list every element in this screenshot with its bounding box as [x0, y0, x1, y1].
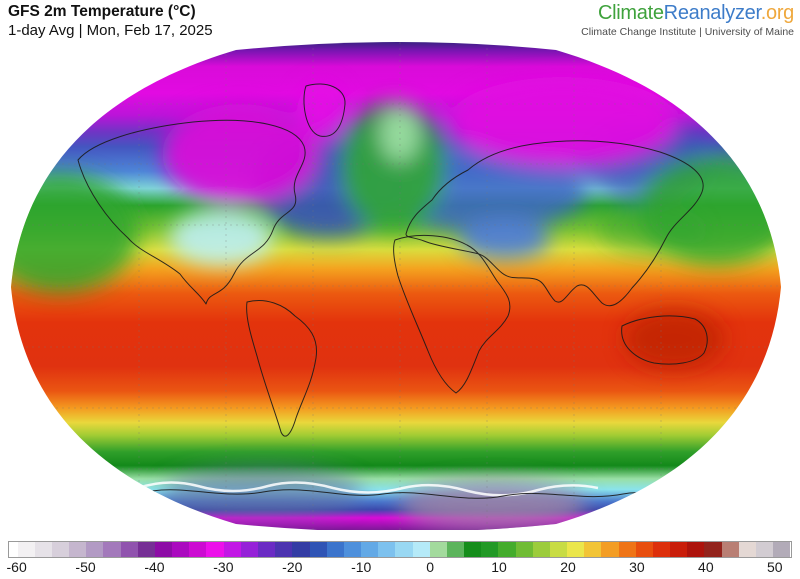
mild-blob-east-asia: [598, 205, 708, 255]
colorbar-segment: [361, 542, 379, 557]
colorbar-segment: [223, 542, 241, 557]
colorbar-segment: [721, 542, 739, 557]
colorbar-segment: [378, 542, 396, 557]
colorbar-tick-label: -60: [6, 559, 27, 575]
colorbar-ticks: -60 -50 -40 -30 -20 -10 0 10 20 30 40 50: [6, 559, 792, 577]
outline-australia: [621, 315, 708, 365]
colorbar-segment: [464, 542, 482, 557]
colorbar-segment: [240, 542, 258, 557]
colorbar-segment: [154, 542, 173, 557]
colorbar-segment: [292, 542, 310, 557]
colorbar-segment: [86, 542, 104, 557]
colorbar-tick-label: 0: [426, 559, 435, 575]
colorbar-segment: [9, 542, 18, 557]
colorbar-segment: [567, 542, 585, 557]
colorbar-segment: [206, 542, 224, 557]
colorbar-segment: [395, 542, 413, 557]
outline-greenland: [303, 83, 346, 137]
cold-blob-east-antarctica: [398, 481, 588, 529]
colorbar-segment: [34, 542, 52, 557]
colorbar-segment: [584, 542, 602, 557]
mild-blob-norwegian-sea: [380, 106, 420, 162]
colorbar-segment: [481, 542, 499, 557]
colorbar-segment: [51, 542, 70, 557]
colorbar-segment: [773, 542, 791, 557]
colorbar-segment: [172, 542, 190, 557]
colorbar-segments: [9, 542, 791, 557]
colorbar-segment: [446, 542, 465, 557]
colorbar-segment: [687, 542, 705, 557]
colorbar-tick-label: -30: [213, 559, 234, 575]
cold-blob-greenland: [297, 82, 345, 142]
colorbar-segment: [652, 542, 671, 557]
cold-blob-central-us: [169, 210, 273, 266]
colorbar-segment: [755, 542, 774, 557]
colorbar-segment: [532, 542, 550, 557]
colorbar-segment: [498, 542, 516, 557]
colorbar-tick-label: 20: [560, 559, 576, 575]
graticule: [11, 42, 781, 530]
outline-north-america: [77, 119, 306, 305]
colorbar-tick-label: -10: [351, 559, 372, 575]
colorbar-segment: [189, 542, 207, 557]
logo-reanalyzer-text: Reanalyzer: [663, 2, 761, 24]
colorbar-tick-label: 50: [766, 559, 783, 575]
colorbar-segment: [137, 542, 155, 557]
colorbar-segment: [670, 542, 688, 557]
colorbar-tick-label: -40: [144, 559, 165, 575]
colorbar-segment: [69, 542, 87, 557]
colorbar-segment: [326, 542, 344, 557]
colorbar-segment: [618, 542, 636, 557]
colorbar-tick-label: 30: [629, 559, 645, 575]
hot-blob-australia: [624, 309, 724, 369]
logo-org-text: .org: [760, 2, 795, 24]
outline-africa: [393, 235, 511, 394]
colorbar-segment: [549, 542, 568, 557]
continent-outlines: [77, 83, 708, 501]
colorbar-segment: [343, 542, 362, 557]
zero-degree-contour-antarctica: [137, 481, 599, 497]
colorbar-segment: [120, 542, 138, 557]
colorbar-segment: [103, 542, 121, 557]
temperature-map-canvas: [11, 42, 781, 530]
outline-south-america: [246, 300, 318, 437]
temperature-map: [8, 42, 792, 530]
colorbar-segment: [17, 542, 35, 557]
cold-blob-tibet: [460, 219, 550, 259]
colorbar-segment: [257, 542, 276, 557]
colorbar-segment: [309, 542, 327, 557]
colorbar-segment: [412, 542, 430, 557]
outline-antarctica-coast: [137, 489, 667, 501]
colorbar-segment: [601, 542, 619, 557]
colorbar-tick-label: 40: [698, 559, 714, 575]
map-header: GFS 2m Temperature (°C) 1-day Avg | Mon,…: [8, 3, 213, 40]
colorbar-segment: [429, 542, 447, 557]
page-subtitle: 1-day Avg | Mon, Feb 17, 2025: [8, 21, 213, 39]
colorbar-tick-label: -20: [282, 559, 303, 575]
colorbar-segment: [738, 542, 756, 557]
page-title: GFS 2m Temperature (°C): [8, 3, 196, 20]
site-logo[interactable]: ClimateReanalyzer.org Climate Change Ins…: [581, 2, 794, 38]
colorbar: [8, 541, 792, 558]
colorbar-tick-label: -50: [75, 559, 96, 575]
site-logo-wordmark: ClimateReanalyzer.org: [581, 2, 794, 25]
logo-climate-text: Climate: [597, 2, 664, 24]
colorbar-segment: [635, 542, 653, 557]
cold-blob-siberia: [448, 77, 678, 167]
colorbar-segment: [704, 542, 722, 557]
outline-eurasia: [405, 140, 704, 307]
colorbar-segment: [515, 542, 533, 557]
logo-tagline: Climate Change Institute | University of…: [581, 26, 794, 38]
cold-blob-central-canada: [162, 104, 318, 204]
colorbar-segment: [275, 542, 293, 557]
colorbar-tick-label: 10: [491, 559, 507, 575]
